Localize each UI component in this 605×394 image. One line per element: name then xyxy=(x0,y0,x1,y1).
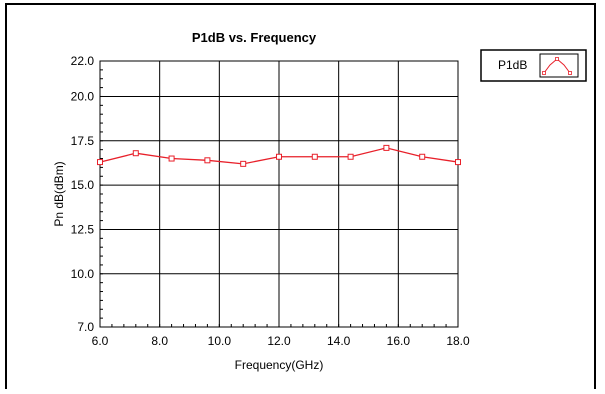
data-point xyxy=(347,153,354,160)
grid xyxy=(99,60,459,328)
y-axis-label: Pn dB(dBm) xyxy=(52,161,66,226)
y-tick-label: 15.0 xyxy=(71,178,95,192)
y-tick-label: 7.0 xyxy=(77,320,94,334)
x-tick-label: 16.0 xyxy=(387,334,411,348)
chart-frame: P1dB vs. Frequency 6.0 8.0 10.0 12.0 14.0 16.… xyxy=(5,3,596,389)
x-tick-label: 18.0 xyxy=(446,334,470,348)
data-point xyxy=(204,157,211,164)
x-tick-label: 6.0 xyxy=(92,334,109,348)
y-tick-labels: 7.0 10.0 12.5 15.0 17.5 20.0 22.0 xyxy=(71,54,95,334)
y-tick-label: 12.5 xyxy=(71,222,95,236)
data-point xyxy=(97,159,103,166)
data-point xyxy=(276,153,282,160)
chart-title: P1dB vs. Frequency xyxy=(192,30,317,45)
legend: P1dB xyxy=(480,49,587,82)
y-tick-label: 17.5 xyxy=(71,134,95,148)
series-layer xyxy=(97,144,461,167)
y-tick-label: 22.0 xyxy=(71,54,95,68)
data-point xyxy=(311,153,318,160)
x-tick-label: 14.0 xyxy=(327,334,351,348)
x-tick-label: 12.0 xyxy=(267,334,291,348)
legend-marker xyxy=(555,57,559,61)
y-tick-label: 20.0 xyxy=(71,89,95,103)
data-point xyxy=(168,155,175,162)
data-point xyxy=(240,160,247,167)
x-tick-label: 8.0 xyxy=(151,334,168,348)
legend-marker xyxy=(542,71,546,75)
legend-marker xyxy=(568,71,572,75)
y-tick-label: 10.0 xyxy=(71,267,95,281)
legend-label: P1dB xyxy=(498,58,527,72)
data-point xyxy=(455,159,461,166)
data-point xyxy=(419,153,426,160)
minor-ticks xyxy=(99,60,459,328)
x-tick-label: 10.0 xyxy=(208,334,232,348)
data-point xyxy=(132,150,139,157)
data-point xyxy=(383,144,390,151)
x-axis-label: Frequency(GHz) xyxy=(235,358,324,372)
x-tick-labels: 6.0 8.0 10.0 12.0 14.0 16.0 18.0 xyxy=(92,334,470,348)
p1db-chart: P1dB vs. Frequency 6.0 8.0 10.0 12.0 14.0 16.… xyxy=(52,30,587,372)
